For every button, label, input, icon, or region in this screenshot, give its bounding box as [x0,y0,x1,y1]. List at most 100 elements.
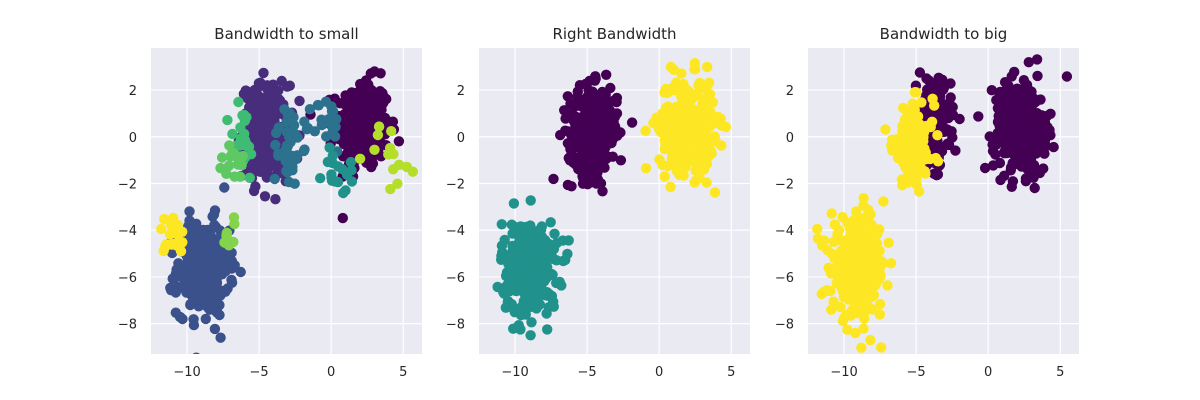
scatter-point [501,253,513,264]
scatter-point [168,212,179,224]
scatter-point [526,317,537,328]
scatter-point [654,125,666,137]
scatter-point [1000,123,1011,134]
scatter-point [370,93,381,104]
y-tick-label: −8 [446,318,465,333]
scatter-point [915,126,926,137]
scatter-point [566,181,577,192]
scatter-point [309,126,320,137]
scatter-point [177,313,188,325]
scatter-point [896,174,908,185]
scatter-point [355,130,367,142]
scatter-point [701,177,712,188]
scatter-point [197,224,209,236]
scatter-point [1007,148,1018,159]
scatter-point [549,228,560,239]
x-tick-label: −10 [830,365,857,380]
scatter-point [214,309,225,321]
scatter-point [254,128,266,139]
scatter-point [591,160,603,172]
scatter-point [289,128,301,140]
y-tick-label: 0 [457,131,465,146]
scatter-point [268,92,280,103]
scatter-point [205,245,216,257]
scatter-point [1029,162,1040,173]
scatter-point [932,130,943,141]
scatter-point [874,298,886,310]
scatter-point [258,162,269,173]
scatter-point [865,280,876,291]
scatter-point [660,83,672,95]
scatter-point [612,130,623,141]
scatter-point [702,106,713,117]
scatter-point [942,138,953,149]
scatter-point [609,111,620,123]
scatter-point [677,94,688,106]
scatter-point [674,169,685,181]
scatter-point [541,308,552,319]
scatter-point [826,304,837,315]
scatter-point [515,324,526,335]
scatter-point [174,261,186,272]
scatter-point [859,212,870,224]
scatter-point [885,258,897,269]
scatter-point [562,248,573,260]
x-tick-label: 5 [727,365,735,380]
scatter-point [567,136,578,147]
scatter-point [702,61,713,73]
scatter-point [362,120,373,131]
scatter-point [369,144,380,155]
scatter-point [517,282,529,293]
scatter-point [165,285,177,296]
scatter-point [259,191,271,202]
x-tick-label: 0 [327,365,335,380]
scatter-point [590,71,601,82]
scatter-point [345,98,356,110]
scatter-point [945,92,956,103]
y-tick-label: −2 [118,177,137,192]
y-tick-label: −4 [775,224,794,239]
scatter-point [640,125,651,136]
scatter-point [299,144,310,155]
scatter-point [1023,57,1034,68]
scatter-point [508,198,520,209]
scatter-point [326,106,338,117]
scatter-point [891,134,903,145]
scatter-point [690,63,701,75]
scatter-point [548,301,559,312]
chart-title: Right Bandwidth [552,25,676,43]
scatter-point [716,140,727,151]
scatter-point [508,277,519,289]
scatter-point [209,219,220,231]
scatter-point [575,151,586,162]
scatter-point [870,271,881,282]
scatter-point [826,208,837,219]
scatter-point [665,61,677,73]
scatter-point [859,267,871,278]
scatter-point [361,109,372,121]
y-tick-label: −2 [775,177,794,192]
scatter-point [241,140,252,152]
scatter-point [345,156,357,168]
subplot-1: −10 −5 0 5 −8 −6 −4 −2 0 2 Bandwidth to small [118,25,422,380]
scatter-point [233,96,244,108]
scatter-point [681,134,693,145]
scatter-point [525,330,536,341]
scatter-point [195,279,206,290]
scatter-point [234,171,246,182]
scatter-point [954,113,965,125]
scatter-point [340,185,351,196]
scatter-point [703,151,714,162]
scatter-point [666,143,677,155]
scatter-point [1036,110,1047,121]
scatter-point [525,195,536,206]
scatter-point [206,298,217,309]
scatter-point [1017,153,1028,164]
scatter-point [595,178,607,189]
scatter-point [1044,124,1055,136]
scatter-point [878,196,889,207]
scatter-point [331,113,342,125]
scatter-point [548,173,559,185]
scatter-point [312,99,324,111]
x-tick-label: 5 [399,365,407,380]
